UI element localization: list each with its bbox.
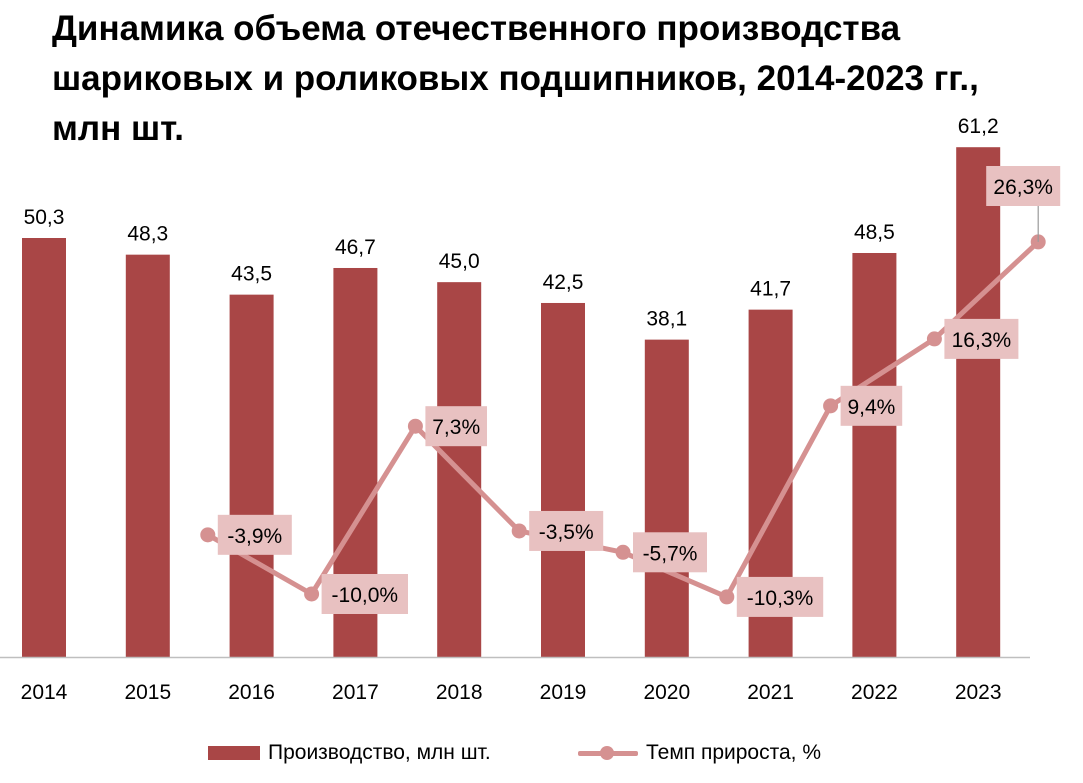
growth-label-box-2021 bbox=[840, 385, 903, 426]
growth-marker-2020 bbox=[719, 589, 735, 605]
legend-item-production: Производство, млн шт. bbox=[208, 736, 491, 770]
x-tick-label-2018: 2018 bbox=[436, 681, 483, 704]
x-tick-label-2017: 2017 bbox=[332, 681, 379, 704]
growth-label-box-2023 bbox=[986, 166, 1061, 206]
bar-value-label-2014: 50,3 bbox=[24, 206, 65, 229]
growth-marker-2015 bbox=[200, 527, 216, 543]
bar-2019 bbox=[541, 302, 585, 657]
growth-marker-2019 bbox=[615, 544, 631, 560]
growth-label-2018: -3,5% bbox=[539, 521, 594, 544]
bar-value-label-2017: 46,7 bbox=[335, 236, 376, 259]
x-tick-label-2021: 2021 bbox=[747, 681, 794, 704]
x-tick-label-2014: 2014 bbox=[21, 681, 68, 704]
growth-rate-line bbox=[205, 239, 1041, 600]
legend-item-growth: Темп прироста, % bbox=[578, 736, 821, 770]
growth-label-box-2017 bbox=[425, 406, 487, 447]
bar-2016 bbox=[229, 294, 274, 657]
growth-label-2021: 9,4% bbox=[847, 396, 895, 419]
bar-value-label-2023: 61,2 bbox=[958, 115, 999, 138]
growth-label-2015: -3,9% bbox=[227, 525, 282, 548]
chart-title-line-1: Динамика объема отечественного производс… bbox=[52, 9, 901, 48]
combo-chart: 2014 2015 2016 2017 2018 2019 2020 2021 2022 2023… bbox=[0, 115, 1061, 704]
bar-value-label-2020: 38,1 bbox=[646, 308, 687, 331]
x-tick-label-2022: 2022 bbox=[851, 681, 898, 704]
legend-line-swatch bbox=[578, 746, 638, 760]
growth-marker-2022 bbox=[926, 331, 942, 347]
growth-label-box-2015 bbox=[217, 514, 292, 555]
growth-label-box-2016 bbox=[321, 574, 408, 614]
chart-title-line-3: млн шт. bbox=[52, 109, 184, 148]
bar-value-label-2015: 48,3 bbox=[127, 223, 168, 246]
bar-value-label-2022: 48,5 bbox=[854, 221, 895, 244]
growth-label-box-2020 bbox=[736, 576, 824, 617]
growth-label-box-2022 bbox=[944, 318, 1019, 359]
growth-label-2019: -5,7% bbox=[643, 542, 698, 565]
bar-value-label-2021: 41,7 bbox=[750, 278, 791, 301]
growth-marker-2021 bbox=[823, 398, 839, 414]
growth-label-2023: 26,3% bbox=[993, 176, 1053, 199]
bar-value-label-2018: 45,0 bbox=[439, 250, 480, 273]
chart-legend: Производство, млн шт. Темп прироста, % bbox=[0, 736, 1083, 770]
bar-2022 bbox=[852, 252, 897, 657]
x-tick-label-2019: 2019 bbox=[540, 681, 587, 704]
chart-title: Динамика объема отечественного производс… bbox=[52, 4, 1052, 154]
growth-marker-2016 bbox=[304, 586, 320, 602]
bar-2015 bbox=[125, 254, 170, 657]
growth-label-box-2018 bbox=[529, 510, 604, 551]
bar-value-label-2019: 42,5 bbox=[543, 271, 584, 294]
growth-label-2020: -10,3% bbox=[747, 587, 814, 610]
growth-label-2022: 16,3% bbox=[952, 329, 1012, 352]
growth-label-box-2019 bbox=[633, 532, 707, 573]
growth-marker-2017 bbox=[407, 418, 423, 434]
bar-2014 bbox=[22, 238, 66, 657]
legend-label-production: Производство, млн шт. bbox=[268, 741, 491, 764]
growth-label-2017: 7,3% bbox=[432, 416, 480, 439]
bar-2023 bbox=[956, 147, 1001, 658]
legend-bar-swatch bbox=[208, 746, 260, 760]
legend-label-growth: Темп прироста, % bbox=[646, 741, 822, 764]
x-tick-label-2023: 2023 bbox=[955, 681, 1002, 704]
bar-value-label-2016: 43,5 bbox=[231, 263, 272, 286]
bar-2020 bbox=[644, 339, 689, 657]
x-tick-label-2015: 2015 bbox=[124, 681, 171, 704]
x-tick-label-2016: 2016 bbox=[228, 681, 275, 704]
growth-marker-2018 bbox=[511, 523, 527, 539]
growth-label-2016: -10,0% bbox=[332, 584, 399, 607]
x-tick-label-2020: 2020 bbox=[643, 681, 690, 704]
chart-title-line-2: шариковых и роликовых подшипников, 2014-… bbox=[52, 59, 979, 98]
